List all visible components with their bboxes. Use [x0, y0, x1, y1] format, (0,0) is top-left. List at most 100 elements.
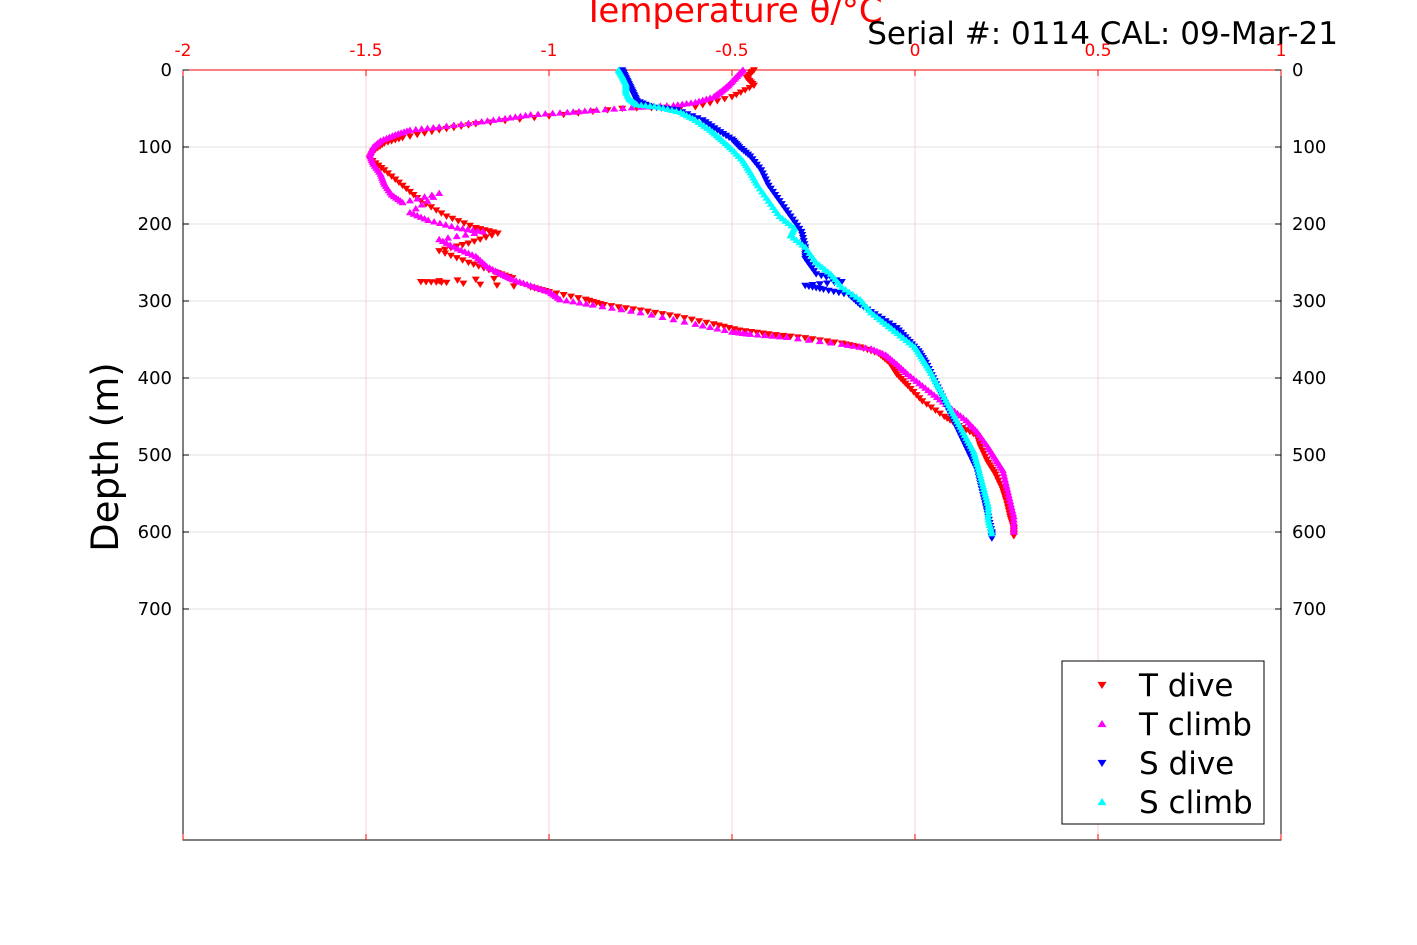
legend-marker: [1097, 719, 1107, 728]
data-point: [837, 283, 846, 290]
data-point: [432, 279, 441, 286]
data-point: [983, 499, 992, 506]
data-point: [509, 283, 518, 290]
data-point: [598, 302, 607, 310]
data-point: [1001, 479, 1010, 486]
data-point: [672, 107, 681, 115]
data-point: [487, 232, 496, 239]
data-point: [506, 114, 515, 121]
data-point: [837, 278, 846, 286]
data-point: [768, 332, 777, 339]
data-point: [1001, 476, 1010, 483]
data-point: [458, 225, 467, 232]
data-point: [471, 118, 480, 126]
data-point: [1009, 509, 1018, 517]
data-point: [610, 105, 619, 112]
data-point: [978, 480, 987, 487]
y-tick-label-left: 100: [138, 137, 172, 158]
y-tick-label-right: 100: [1292, 137, 1326, 158]
data-point: [837, 340, 846, 347]
data-point: [808, 336, 817, 343]
data-point: [975, 468, 984, 476]
data-point: [659, 104, 668, 111]
y-tick-label-left: 400: [138, 368, 172, 389]
data-point: [974, 466, 983, 473]
data-point: [452, 232, 461, 240]
data-point: [669, 315, 678, 323]
data-point: [935, 410, 944, 418]
y-tick-label-left: 700: [138, 599, 172, 620]
data-point: [1005, 494, 1014, 501]
data-point: [420, 193, 429, 200]
data-point: [621, 305, 630, 312]
data-point: [501, 114, 510, 122]
data-point: [973, 463, 982, 470]
data-point: [985, 521, 994, 529]
data-point: [801, 335, 810, 342]
data-point: [449, 121, 458, 128]
data-point: [793, 334, 802, 342]
data-point: [815, 281, 824, 288]
data-point: [473, 227, 482, 234]
data-point: [435, 189, 444, 196]
data-point: [830, 339, 839, 346]
data-point: [885, 320, 894, 327]
data-point: [429, 193, 438, 200]
data-point: [471, 276, 480, 284]
data-point: [470, 238, 479, 245]
data-point: [980, 488, 989, 495]
data-point: [460, 220, 469, 227]
data-point: [411, 125, 420, 133]
data-point: [490, 275, 499, 283]
data-point: [423, 197, 432, 204]
data-point: [764, 331, 773, 338]
data-point: [680, 318, 689, 325]
data-point: [411, 205, 420, 212]
serial-calibration-label: Serial #: 0114 CAL: 09-Mar-21: [867, 16, 1338, 52]
data-point: [713, 325, 722, 332]
data-point: [654, 103, 663, 110]
data-point: [741, 87, 750, 94]
data-point: [720, 96, 729, 103]
data-point: [607, 304, 616, 311]
data-point: [463, 225, 472, 233]
data-point: [760, 331, 769, 339]
data-point: [437, 210, 446, 217]
data-point: [706, 323, 715, 330]
data-point: [999, 469, 1008, 477]
data-point: [673, 313, 682, 320]
data-point: [422, 279, 431, 286]
data-point: [1002, 482, 1011, 489]
data-point: [458, 257, 467, 264]
data-point: [687, 316, 696, 324]
data-point: [555, 295, 564, 303]
data-point: [469, 261, 478, 268]
data-point: [442, 213, 451, 220]
data-point: [823, 280, 832, 287]
data-point: [493, 282, 502, 289]
data-point: [405, 196, 414, 204]
data-point: [981, 491, 990, 498]
data-point: [732, 91, 741, 99]
data-point: [927, 404, 936, 411]
data-point: [728, 94, 736, 101]
data-point: [582, 300, 591, 307]
data-point: [977, 477, 986, 484]
data-point: [441, 250, 450, 257]
data-point: [534, 110, 543, 117]
data-point: [663, 105, 672, 112]
data-point: [552, 290, 561, 297]
data-point: [852, 293, 861, 300]
data-point: [1009, 528, 1018, 535]
data-point: [1006, 497, 1015, 504]
data-point: [398, 198, 407, 206]
data-point: [442, 279, 451, 287]
data-point: [643, 308, 652, 316]
data-point: [1000, 472, 1009, 480]
data-point: [667, 106, 676, 113]
x-tick-label: -0.5: [715, 41, 748, 61]
data-point: [998, 466, 1007, 474]
